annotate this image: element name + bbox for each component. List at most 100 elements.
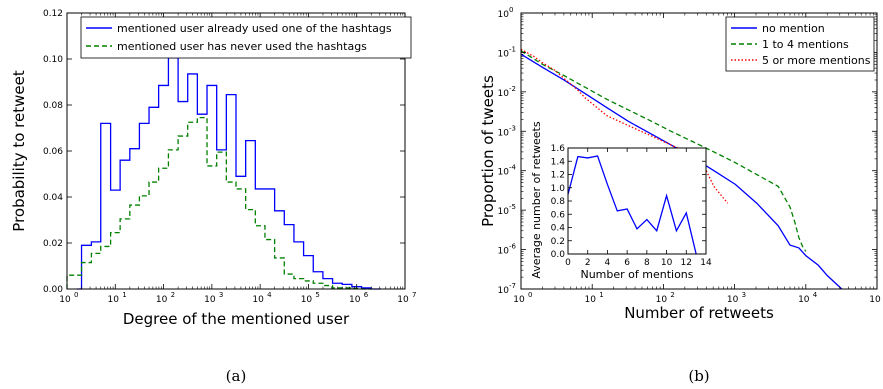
panel-a-y-axis-label: Probability to retweet <box>10 70 28 232</box>
panel-b-y-tick-label: 10 <box>498 286 510 296</box>
inset-y-tick-label: 0.6 <box>551 210 566 220</box>
inset-y-tick-label: 0.4 <box>551 224 566 234</box>
panel-a-x-tick-exponent: 5 <box>315 291 319 299</box>
panel-b-y-tick-exponent: 0 <box>509 6 513 14</box>
panel-b-frame <box>520 12 878 290</box>
inset-y-tick-label: 1.0 <box>551 184 566 194</box>
inset-x-tick-label: 8 <box>644 258 650 268</box>
inset-background <box>568 148 706 254</box>
inset-x-ticks: 0 2 4 6 8 10 12 14 <box>565 148 712 268</box>
panel-b-x-tick-exponent: 1 <box>599 291 603 299</box>
panel-b-x-tick-label: 10 <box>656 295 668 305</box>
inset-y-tick-label: 1.4 <box>551 157 566 167</box>
panel-b-x-tick-label: 10 <box>798 295 810 305</box>
panel-a-x-tick-exponent: 0 <box>74 291 78 299</box>
inset-x-tick-label: 4 <box>605 258 611 268</box>
panel-b-plot-area <box>520 48 843 290</box>
panel-b-y-tick-exponent: -7 <box>509 282 516 290</box>
panel-a-y-ticks: 0.00 0.02 0.04 0.06 0.08 0.10 0.12 <box>43 9 405 295</box>
panel-b-x-tick-exponent: 0 <box>528 291 532 299</box>
inset-x-tick-label: 2 <box>585 258 591 268</box>
panel-a-x-tick-exponent: 3 <box>219 291 223 299</box>
panel-b-y-tick-label: 10 <box>498 168 510 178</box>
panel-b-legend: no mention 1 to 4 mentions 5 or more men… <box>725 16 875 72</box>
panel-a-x-tick-exponent: 7 <box>412 291 416 299</box>
panel-b-x-tick-label: 10 <box>584 295 596 305</box>
panel-a-y-tick-label: 0.02 <box>43 239 63 249</box>
panel-b-x-axis-label: Number of retweets <box>624 304 774 322</box>
inset-x-tick-label: 0 <box>565 258 571 268</box>
panel-b-legend-label-2: 1 to 4 mentions <box>762 38 849 51</box>
panel-a-x-tick-label: 10 <box>301 295 313 305</box>
panel-a: 10 0 10 1 10 2 10 3 10 4 10 5 10 6 10 7 0.000.020.040.0… <box>10 9 416 385</box>
panel-a-x-tick-label: 10 <box>252 295 264 305</box>
panel-b-y-tick-exponent: -3 <box>509 124 516 132</box>
panel-a-x-tick-exponent: 4 <box>267 291 272 299</box>
inset-y-tick-label: 1.2 <box>551 171 565 181</box>
panel-a-x-tick-label: 10 <box>349 295 361 305</box>
panel-b-x-tick-exponent: 4 <box>813 291 818 299</box>
inset-y-tick-label: 0.2 <box>551 237 565 247</box>
inset-x-tick-label: 10 <box>661 258 673 268</box>
panel-a-x-tick-label: 10 <box>59 295 71 305</box>
panel-a-plot-area <box>66 57 381 290</box>
panel-a-y-tick-label: 0.10 <box>43 55 63 65</box>
panel-a-x-ticks: 10 0 10 1 10 2 10 3 10 4 10 5 10 6 10 7 <box>59 13 416 305</box>
panel-a-y-tick-label: 0.06 <box>43 147 63 157</box>
panel-a-x-tick-exponent: 6 <box>364 291 369 299</box>
panel-a-x-tick-exponent: 2 <box>171 291 175 299</box>
panel-a-x-tick-label: 10 <box>156 295 168 305</box>
panel-b-y-tick-exponent: -5 <box>509 203 516 211</box>
panel-b-y-tick-exponent: -2 <box>509 85 516 93</box>
panel-a-legend-label-2: mentioned user has never used the hashta… <box>117 40 367 53</box>
inset-y-axis-label: Average number of retweets <box>530 121 543 278</box>
panel-b-x-tick-label: 10 <box>869 295 881 305</box>
panel-b-x-tick-label: 10 <box>513 295 525 305</box>
panel-b-y-tick-label: 10 <box>498 10 510 20</box>
panel-b-y-tick-label: 10 <box>498 247 510 257</box>
panel-b-y-tick-label: 10 <box>498 89 510 99</box>
panel-b-y-tick-exponent: -4 <box>509 164 517 172</box>
inset-x-axis-label: Number of mentions <box>580 268 693 281</box>
panel-a-series-2-line <box>66 117 372 290</box>
panel-a-x-tick-label: 10 <box>108 295 120 305</box>
inset-plot-area <box>567 155 697 255</box>
inset-y-tick-label: 0.8 <box>551 197 566 207</box>
inset-x-tick-label: 12 <box>681 258 692 268</box>
panel-a-y-tick-label: 0.12 <box>43 9 63 19</box>
panel-b-y-tick-label: 10 <box>498 128 510 138</box>
panel-a-label: (a) <box>226 367 247 385</box>
panel-a-legend: mentioned user already used one of the h… <box>80 16 412 59</box>
panel-b-x-tick-label: 10 <box>727 295 739 305</box>
panel-b-x-tick-exponent: 3 <box>742 291 746 299</box>
inset-y-tick-label: 1.6 <box>551 144 566 154</box>
panel-b-y-axis-label: Proportion of tweets <box>479 75 497 227</box>
panel-a-y-tick-label: 0.00 <box>43 285 63 295</box>
inset-x-tick-label: 14 <box>700 258 712 268</box>
panel-b-y-tick-label: 10 <box>498 49 510 59</box>
panel-b-inset: 0 2 4 6 8 10 12 14 0.00.20.40.60.81.01.21.41.6 … <box>530 121 712 281</box>
panel-a-x-axis-label: Degree of the mentioned user <box>123 310 350 328</box>
panel-b-series-3-line <box>520 48 729 204</box>
panel-a-x-tick-label: 10 <box>204 295 216 305</box>
panel-a-y-tick-label: 0.08 <box>43 101 63 111</box>
panel-a-legend-box <box>80 16 412 59</box>
inset-y-ticks: 0.0 0.2 0.4 0.6 0.8 1.0 1.2 1.4 1.6 <box>551 144 706 260</box>
inset-x-tick-label: 6 <box>624 258 630 268</box>
panel-b-y-tick-label: 10 <box>498 207 510 217</box>
panel-b-legend-label-3: 5 or more mentions <box>762 54 871 67</box>
panel-b-legend-label-1: no mention <box>762 22 825 35</box>
inset-y-tick-label: 0.0 <box>551 250 566 260</box>
panel-a-x-tick-label: 10 <box>397 295 409 305</box>
panel-b-x-tick-exponent: 2 <box>670 291 674 299</box>
panel-a-y-tick-label: 0.04 <box>43 193 63 203</box>
panel-b-label: (b) <box>688 367 709 385</box>
panel-a-series-1-line <box>76 57 381 290</box>
panel-a-x-tick-exponent: 1 <box>122 291 126 299</box>
panel-b-y-tick-exponent: -6 <box>509 243 517 251</box>
panel-a-legend-label-1: mentioned user already used one of the h… <box>117 22 392 35</box>
